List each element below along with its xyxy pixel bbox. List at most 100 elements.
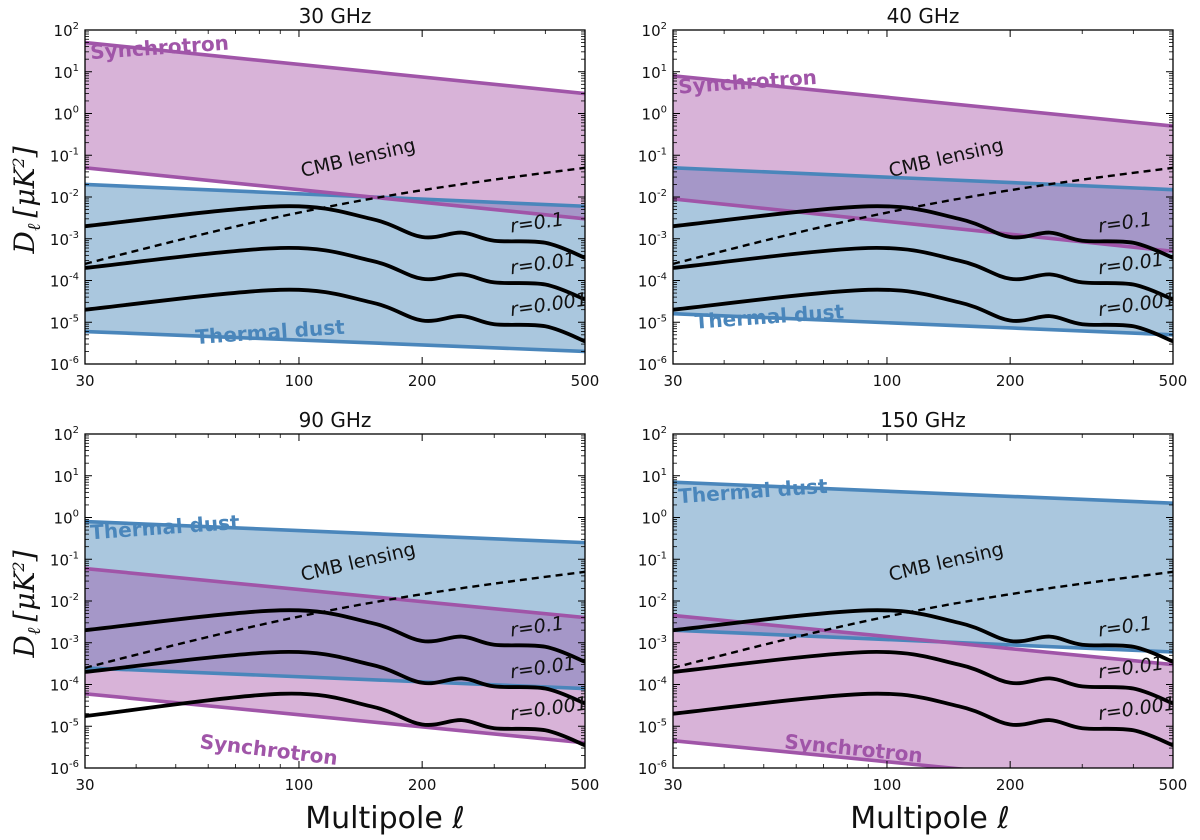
thermal-dust-upper-edge	[85, 519, 585, 545]
plot-area	[673, 74, 1173, 344]
y-tick-label: 10-5	[50, 717, 79, 736]
y-tick-label: 102	[54, 21, 79, 40]
curve-r-0.001	[85, 287, 585, 344]
x-tick-label: 200	[408, 776, 437, 794]
curve-r-0.1	[673, 204, 1173, 260]
panel-90-ghz: 10-6 10-5 10-4 10-3 10-2 10-1 100 101 102 30 100 20…	[50, 408, 599, 794]
y-tick-label: 10-2	[50, 592, 79, 611]
curve-r-0.1	[673, 608, 1173, 664]
y-axis-label-bottom: Dℓ[μK2]	[8, 550, 45, 658]
x-tick-label: 30	[75, 776, 94, 794]
x-tick-label: 30	[75, 372, 94, 390]
y-tick-label: 10-6	[638, 355, 667, 374]
y-tick-label: 101	[642, 467, 667, 486]
x-tick-label: 500	[1159, 776, 1188, 794]
panel-title: 30 GHz	[299, 4, 372, 28]
thermal-dust-lower-edge	[85, 329, 585, 354]
panel-40-ghz: 10-6 10-5 10-4 10-3 10-2 10-1 100 101 102 30 100 20…	[638, 4, 1187, 390]
synchrotron-lower-edge	[85, 166, 585, 221]
x-tick-label: 30	[663, 372, 682, 390]
y-tick-label: 10-3	[50, 634, 79, 653]
x-axis-label-right: Multipole ℓ	[850, 801, 1009, 836]
synchrotron-band	[85, 42, 585, 219]
x-tick-label: 500	[1159, 372, 1188, 390]
synchrotron-upper-edge	[85, 566, 585, 620]
x-tick-label: 200	[996, 372, 1025, 390]
panel-title: 40 GHz	[887, 4, 960, 28]
x-tick-label: 100	[285, 372, 314, 390]
cmb-lensing-curve	[673, 166, 1173, 266]
x-tick-label: 100	[873, 372, 902, 390]
y-tick-label: 102	[642, 21, 667, 40]
panel-30-ghz: 10-6 10-5 10-4 10-3 10-2 10-1 100 101 102 30 100 20…	[50, 4, 599, 390]
y-tick-label: 10-1	[50, 146, 79, 165]
thermal-dust-band	[85, 184, 585, 352]
plot-area	[85, 519, 585, 748]
y-tick-label: 102	[54, 425, 79, 444]
synchrotron-upper-edge	[673, 74, 1173, 128]
y-tick-label: 10-2	[638, 188, 667, 207]
y-axis-label-top: Dℓ[μK2]	[8, 146, 45, 254]
curve-r-0.001	[85, 691, 585, 748]
curve-r-0.001	[673, 287, 1173, 344]
y-tick-label: 10-6	[50, 759, 79, 778]
panel-150-ghz: 10-6 10-5 10-4 10-3 10-2 10-1 100 101 102 30 100 20…	[638, 408, 1187, 794]
plot-area	[85, 40, 585, 354]
panel-title: 150 GHz	[880, 408, 966, 432]
thermal-dust-upper-edge	[673, 480, 1173, 506]
y-tick-label: 101	[54, 467, 79, 486]
y-tick-label: 10-6	[638, 759, 667, 778]
curve-r-0.01	[673, 246, 1173, 302]
plot-area	[673, 480, 1173, 768]
y-tick-label: 10-1	[638, 550, 667, 569]
x-tick-label: 200	[408, 372, 437, 390]
y-tick-label: 101	[54, 63, 79, 82]
curve-r-0.01	[85, 650, 585, 706]
curve-r-0.1	[85, 608, 585, 664]
x-tick-label: 500	[571, 372, 600, 390]
y-tick-label: 102	[642, 425, 667, 444]
x-tick-label: 500	[571, 776, 600, 794]
y-tick-label: 10-4	[638, 676, 667, 695]
y-tick-label: 10-1	[50, 550, 79, 569]
panel-title: 90 GHz	[299, 408, 372, 432]
thermal-dust-upper-edge	[85, 182, 585, 209]
x-tick-label: 100	[873, 776, 902, 794]
synchrotron-lower-edge	[673, 738, 970, 768]
x-axis-label-left: Multipole ℓ	[305, 801, 464, 836]
synchrotron-upper-edge	[673, 613, 1173, 667]
thermal-dust-upper-edge	[673, 166, 1173, 192]
y-tick-label: 10-2	[50, 188, 79, 207]
x-tick-label: 30	[663, 776, 682, 794]
cmb-lensing-curve	[673, 570, 1173, 670]
y-tick-label: 10-3	[638, 230, 667, 249]
cmb-lensing-curve	[85, 570, 585, 670]
synchrotron-upper-edge	[85, 40, 585, 96]
y-tick-label: 10-6	[50, 355, 79, 374]
y-tick-label: 10-3	[50, 230, 79, 249]
y-tick-label: 10-5	[50, 313, 79, 332]
synchrotron-lower-edge	[85, 691, 585, 745]
curve-r-0.01	[673, 650, 1173, 706]
y-tick-label: 10-5	[638, 717, 667, 736]
y-tick-label: 10-3	[638, 634, 667, 653]
thermal-dust-lower-edge	[673, 311, 1173, 337]
y-tick-label: 10-5	[638, 313, 667, 332]
curve-r-0.1	[85, 204, 585, 260]
x-tick-label: 200	[996, 776, 1025, 794]
curve-r-0.01	[85, 246, 585, 302]
y-tick-label: 100	[642, 509, 667, 528]
x-tick-label: 100	[285, 776, 314, 794]
y-tick-label: 101	[642, 63, 667, 82]
y-tick-label: 100	[54, 105, 79, 124]
y-tick-label: 10-1	[638, 146, 667, 165]
y-tick-label: 10-2	[638, 592, 667, 611]
panels: 10-6 10-5 10-4 10-3 10-2 10-1 100 101 102 30 100 20…	[50, 4, 1187, 794]
synchrotron-label: Synchrotron	[198, 729, 339, 770]
curve-r-0.001	[673, 691, 1173, 748]
thermal-dust-band	[673, 482, 1173, 652]
y-tick-label: 100	[54, 509, 79, 528]
y-tick-label: 10-4	[638, 272, 667, 291]
y-tick-label: 10-4	[50, 272, 79, 291]
